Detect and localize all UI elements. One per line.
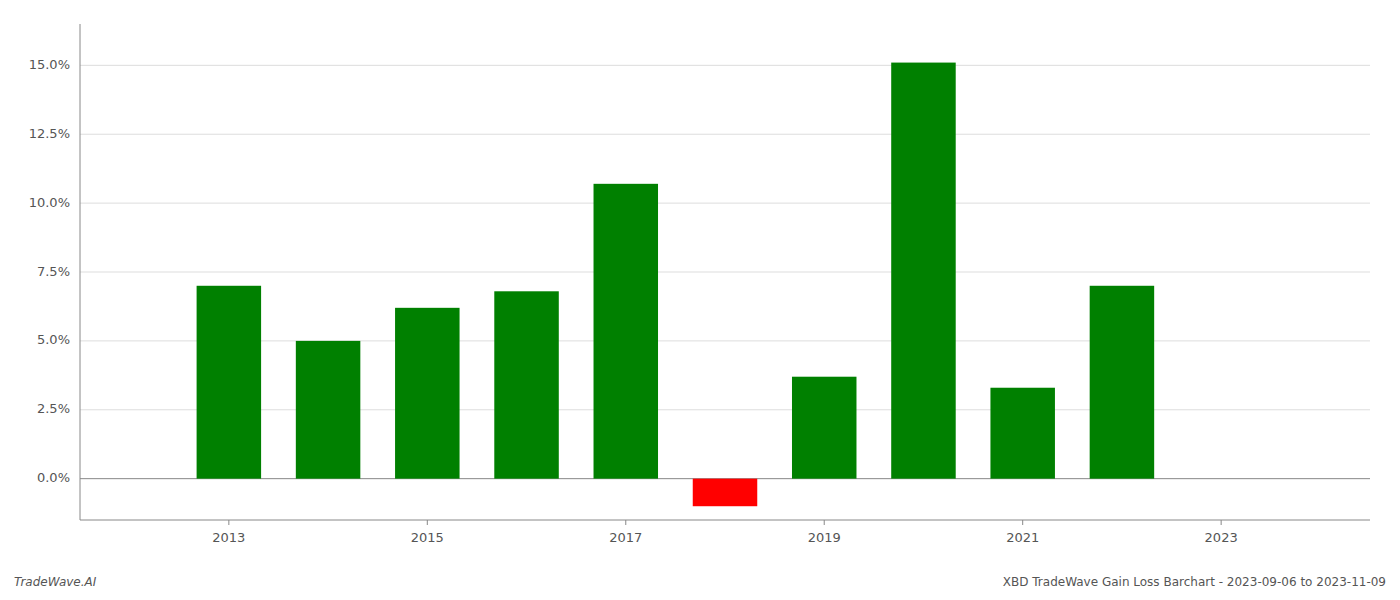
y-axis-line bbox=[80, 24, 81, 520]
y-tick-label: 15.0% bbox=[29, 57, 70, 72]
bar bbox=[296, 341, 361, 479]
x-tick-label: 2023 bbox=[1205, 530, 1238, 545]
grid-line bbox=[80, 134, 1370, 135]
x-tick bbox=[1221, 520, 1222, 525]
bar bbox=[1090, 286, 1155, 479]
y-tick-label: 5.0% bbox=[37, 332, 70, 347]
y-tick-label: 2.5% bbox=[37, 401, 70, 416]
y-tick-label: 7.5% bbox=[37, 264, 70, 279]
footer-left: TradeWave.AI bbox=[14, 575, 97, 589]
footer-right: XBD TradeWave Gain Loss Barchart - 2023-… bbox=[1003, 575, 1386, 589]
chart-container: 0.0%2.5%5.0%7.5%10.0%12.5%15.0%201320152… bbox=[0, 0, 1400, 600]
bars bbox=[197, 63, 1155, 507]
bar bbox=[792, 377, 857, 479]
chart-svg: 0.0%2.5%5.0%7.5%10.0%12.5%15.0%201320152… bbox=[0, 0, 1400, 600]
x-tick-label: 2019 bbox=[808, 530, 841, 545]
x-axis-line bbox=[80, 520, 1370, 521]
bar bbox=[990, 388, 1055, 479]
grid-line bbox=[80, 203, 1370, 204]
x-tick bbox=[824, 520, 825, 525]
x-tick bbox=[1022, 520, 1023, 525]
bar bbox=[197, 286, 262, 479]
grid-line bbox=[80, 340, 1370, 341]
bar bbox=[891, 63, 956, 479]
grid-line bbox=[80, 65, 1370, 66]
bar bbox=[693, 479, 758, 507]
x-axis: 2013 2015 2017 2019 2021 2023 bbox=[80, 520, 1370, 545]
x-tick-label: 2017 bbox=[609, 530, 642, 545]
bar bbox=[395, 308, 460, 479]
grid bbox=[80, 65, 1370, 478]
x-tick bbox=[625, 520, 626, 525]
x-tick-label: 2021 bbox=[1006, 530, 1039, 545]
grid-line bbox=[80, 409, 1370, 410]
x-tick bbox=[427, 520, 428, 525]
x-tick-label: 2015 bbox=[411, 530, 444, 545]
x-tick bbox=[228, 520, 229, 525]
y-tick-label: 12.5% bbox=[29, 126, 70, 141]
bar bbox=[494, 291, 559, 478]
x-tick-label: 2013 bbox=[212, 530, 245, 545]
y-tick-label: 0.0% bbox=[37, 470, 70, 485]
grid-line bbox=[80, 272, 1370, 273]
y-tick-label: 10.0% bbox=[29, 195, 70, 210]
background bbox=[0, 0, 1400, 600]
y-axis: 0.0% 2.5% 5.0% 7.5% 10.0% 12.5% 15.0% bbox=[29, 24, 80, 520]
bar bbox=[594, 184, 659, 479]
